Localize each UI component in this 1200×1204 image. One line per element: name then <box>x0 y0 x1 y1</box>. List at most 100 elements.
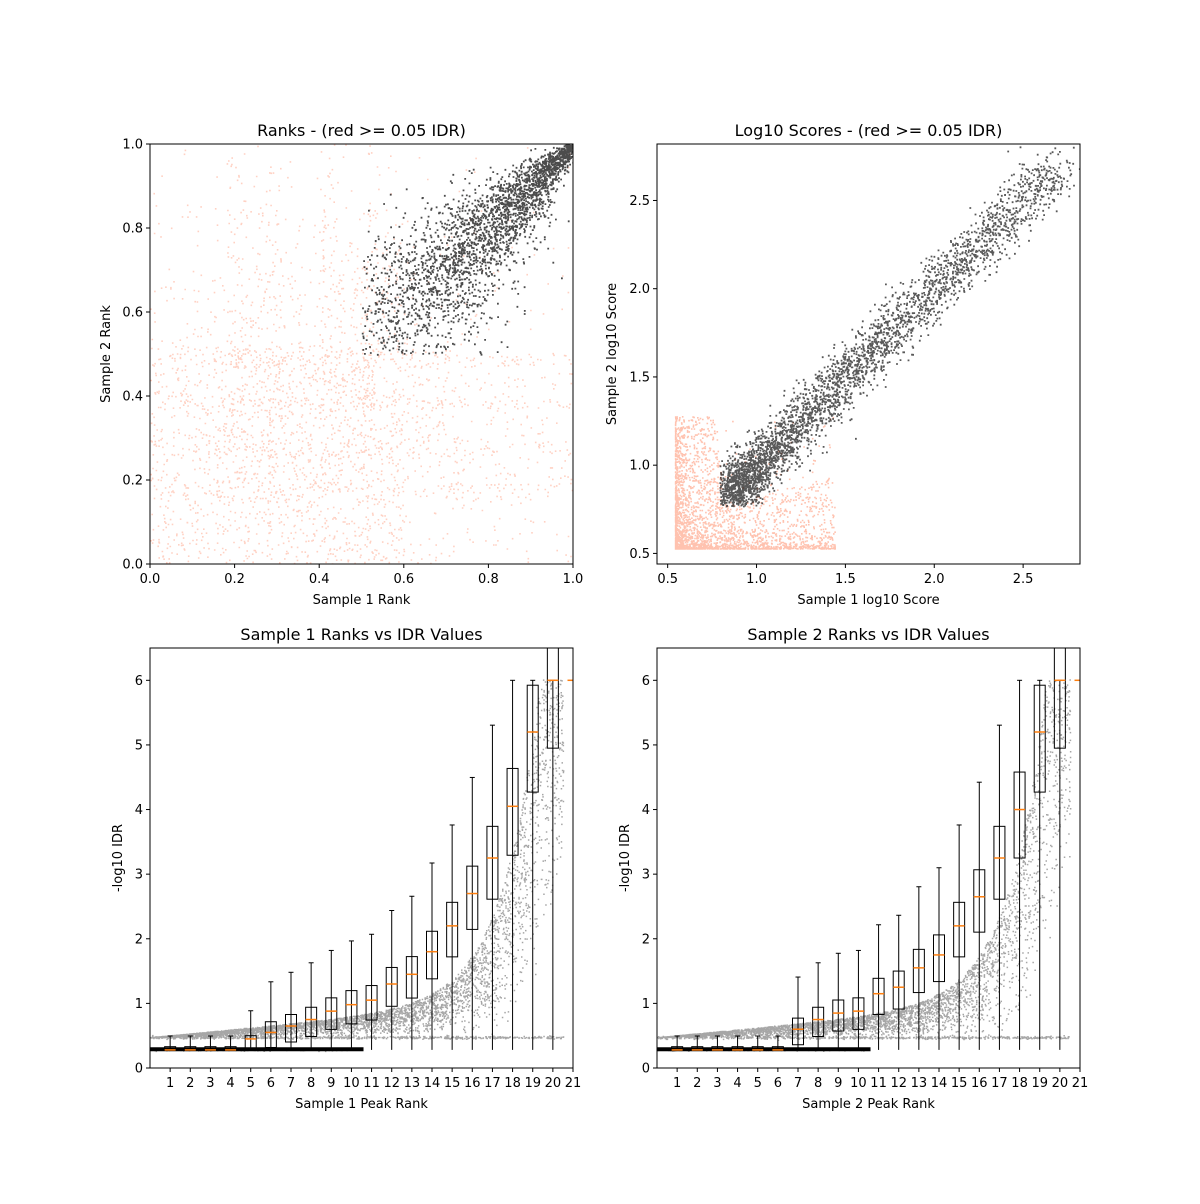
box-body <box>953 901 966 958</box>
box-body <box>993 825 1006 900</box>
idr-scatter <box>657 679 1072 1052</box>
box-body <box>486 825 499 900</box>
panel-ranks: Ranks - (red >= 0.05 IDR) Sample 1 Rank … <box>99 121 583 608</box>
y-tick-label: 0.5 <box>629 547 650 562</box>
x-tick-label: 1.5 <box>835 572 856 587</box>
y-tick-label: 3 <box>642 868 650 883</box>
y-tick-label: 2.0 <box>629 282 650 297</box>
sample2-idr-boxes <box>671 648 1080 1051</box>
x-tick-label: 16 <box>464 1076 481 1091</box>
y-tick-label: 1.0 <box>629 459 650 474</box>
x-tick-label: 19 <box>1031 1076 1048 1091</box>
box-body <box>832 999 845 1032</box>
box-body <box>792 1017 804 1046</box>
ranks-ticks: 0.0 0.2 0.4 0.6 0.8 1.0 0.0 0.2 0.4 0.6 0.8 1.0 <box>122 138 583 588</box>
y-tick-label: 6 <box>135 674 143 689</box>
ranks-points <box>150 144 573 564</box>
x-tick-label: 12 <box>383 1076 400 1091</box>
x-tick-label: 3 <box>206 1076 214 1091</box>
y-tick-label: 5 <box>135 738 143 753</box>
y-tick-label: 2 <box>642 932 650 947</box>
x-tick-label: 20 <box>1052 1076 1069 1091</box>
x-tick-label: 19 <box>524 1076 541 1091</box>
sample1-idr-ylabel: -log10 IDR <box>111 824 126 892</box>
sample2-idr-frame <box>656 647 1081 1069</box>
x-tick-label: 0.5 <box>657 572 678 587</box>
y-tick-label: 4 <box>642 803 650 818</box>
sample1-idr-title: Sample 1 Ranks vs IDR Values <box>240 625 482 644</box>
y-tick-label: 1.0 <box>122 138 143 153</box>
x-tick-label: 0.8 <box>478 572 499 587</box>
panel-sample2-idr: Sample 2 Ranks vs IDR Values Sample 2 Pe… <box>618 625 1088 1112</box>
y-tick-label: 6 <box>642 674 650 689</box>
y-tick-label: 3 <box>135 868 143 883</box>
box-body <box>264 1021 277 1048</box>
box-body <box>285 1013 297 1043</box>
x-tick-label: 0.4 <box>309 572 330 587</box>
x-tick-label: 0.2 <box>224 572 245 587</box>
box-body <box>365 985 378 1021</box>
y-tick-label: 0.4 <box>122 390 143 405</box>
x-tick-label: 11 <box>363 1076 380 1091</box>
panel-sample1-idr: Sample 1 Ranks vs IDR Values Sample 1 Pe… <box>111 625 581 1112</box>
box-body <box>345 990 358 1025</box>
x-tick-label: 12 <box>890 1076 907 1091</box>
box-body <box>506 767 519 856</box>
ranks-xlabel: Sample 1 Rank <box>313 593 411 608</box>
x-tick-label: 18 <box>1011 1076 1028 1091</box>
x-tick-label: 8 <box>307 1076 315 1091</box>
x-tick-label: 17 <box>991 1076 1008 1091</box>
x-tick-label: 21 <box>565 1076 582 1091</box>
panel-scores: Log10 Scores - (red >= 0.05 IDR) Sample … <box>605 121 1081 608</box>
box-body <box>526 684 539 793</box>
y-tick-label: 5 <box>642 738 650 753</box>
x-tick-label: 6 <box>774 1076 782 1091</box>
sample2-idr-title: Sample 2 Ranks vs IDR Values <box>747 625 989 644</box>
box-body <box>973 869 986 933</box>
sample1-idr-xlabel: Sample 1 Peak Rank <box>295 1097 428 1112</box>
x-tick-label: 4 <box>226 1076 234 1091</box>
y-tick-label: 2 <box>135 932 143 947</box>
x-tick-label: 1 <box>673 1076 681 1091</box>
idr-floor-band <box>657 1047 871 1052</box>
x-tick-label: 0.0 <box>140 572 161 587</box>
x-tick-label: 2 <box>186 1076 194 1091</box>
box-body <box>305 1006 318 1037</box>
box-body <box>1013 771 1026 859</box>
sample2-idr-xlabel: Sample 2 Peak Rank <box>802 1097 935 1112</box>
x-tick-label: 17 <box>484 1076 501 1091</box>
y-tick-label: 2.5 <box>629 194 650 209</box>
scores-ylabel: Sample 2 log10 Score <box>605 283 620 425</box>
y-tick-label: 0.2 <box>122 474 143 489</box>
y-tick-label: 1 <box>642 997 650 1012</box>
box-body <box>812 1006 825 1037</box>
sample1-idr-boxes <box>164 648 573 1051</box>
box-body <box>446 901 459 958</box>
scores-series-high-confidence <box>719 146 1080 508</box>
scores-points <box>674 146 1080 550</box>
scores-xlabel: Sample 1 log10 Score <box>797 593 939 608</box>
x-tick-label: 3 <box>713 1076 721 1091</box>
x-tick-label: 0.6 <box>393 572 414 587</box>
x-tick-label: 13 <box>911 1076 928 1091</box>
x-tick-label: 9 <box>834 1076 842 1091</box>
box-body <box>912 948 925 994</box>
box-body <box>405 956 418 999</box>
x-tick-label: 14 <box>424 1076 441 1091</box>
y-tick-label: 0 <box>135 1062 143 1077</box>
x-tick-label: 2.0 <box>924 572 945 587</box>
x-tick-label: 10 <box>850 1076 867 1091</box>
box-body <box>546 648 559 749</box>
box-body <box>892 970 905 1010</box>
x-tick-label: 9 <box>327 1076 335 1091</box>
box-body <box>852 997 865 1030</box>
y-tick-label: 0.8 <box>122 222 143 237</box>
x-tick-label: 5 <box>247 1076 255 1091</box>
y-tick-label: 1 <box>135 997 143 1012</box>
x-tick-label: 1.0 <box>746 572 767 587</box>
x-tick-label: 1 <box>166 1076 174 1091</box>
sample1-idr-frame <box>149 647 574 1069</box>
box-body <box>426 930 438 980</box>
